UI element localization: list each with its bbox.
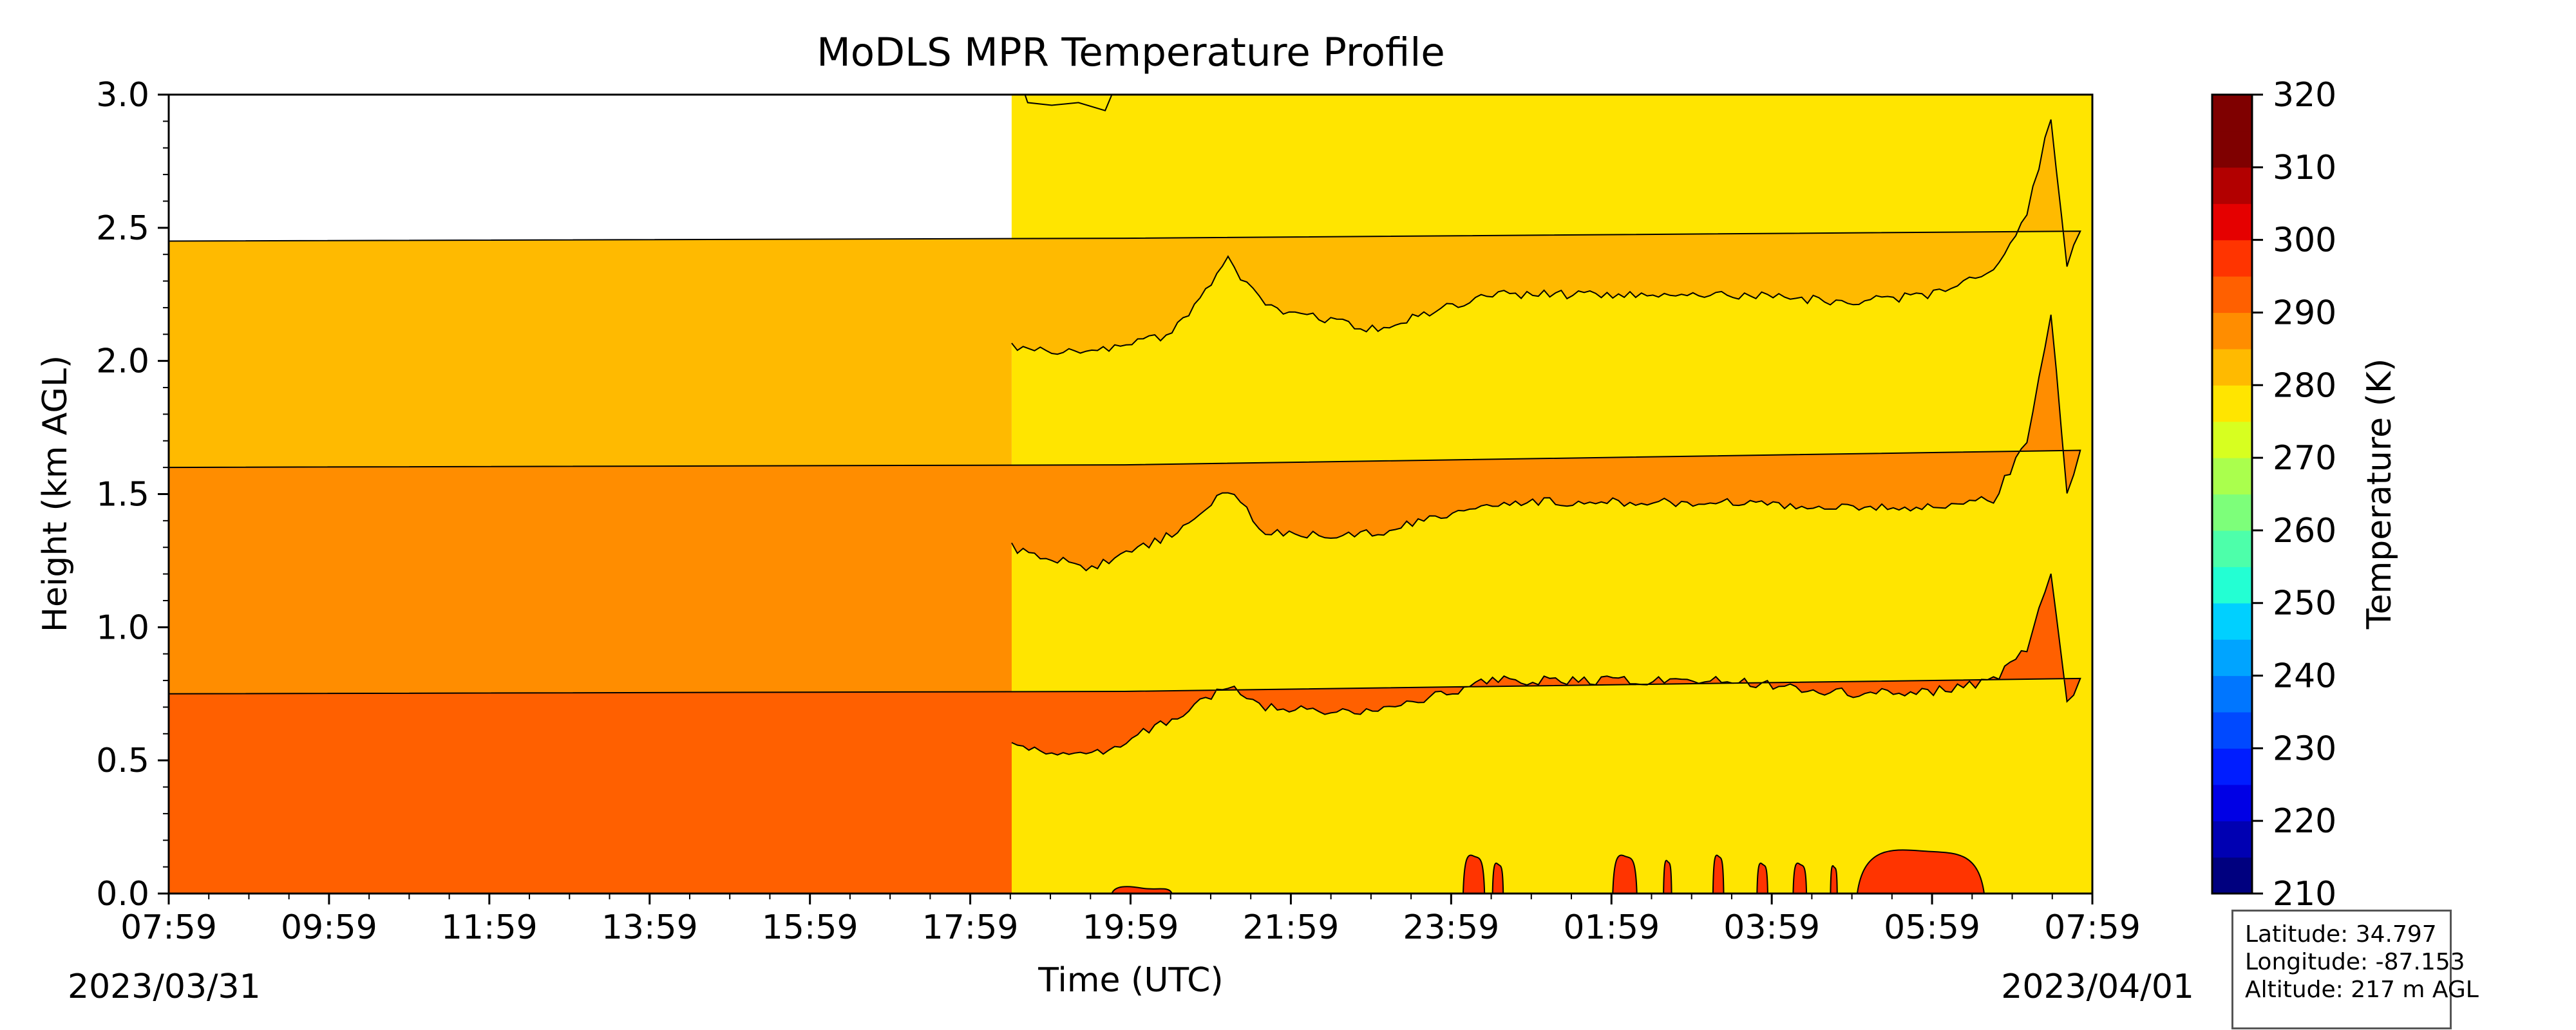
colorbar-label: Temperature (K) [2360, 359, 2399, 630]
colorbar-segment [2212, 566, 2252, 604]
colorbar-segment [2212, 494, 2252, 531]
colorbar-segment [2212, 95, 2252, 132]
x-tick-label: 17:59 [922, 908, 1019, 947]
colorbar-segment [2212, 603, 2252, 640]
colorbar-tick-label: 260 [2273, 512, 2336, 550]
x-tick-label: 09:59 [281, 908, 377, 947]
colorbar: 210 220 230 240 250 260 270 280 290 300 310 320 [2211, 76, 2336, 913]
colorbar-segment [2212, 348, 2252, 386]
colorbar-segment [2212, 312, 2252, 350]
y-tick-label: 1.5 [96, 476, 149, 514]
colorbar-tick-label: 220 [2273, 802, 2336, 841]
top-cooler-patch [1024, 95, 1113, 112]
x-tick-label: 01:59 [1563, 908, 1660, 947]
colorbar-segment [2212, 276, 2252, 314]
x-tick-label: 21:59 [1242, 908, 1339, 947]
colorbar-segment [2212, 385, 2252, 422]
colorbar-tick-label: 310 [2273, 149, 2336, 187]
colorbar-segment [2212, 458, 2252, 495]
x-tick-label: 23:59 [1403, 908, 1499, 947]
start-date-label: 2023/03/31 [68, 968, 261, 1006]
colorbar-segment [2212, 639, 2252, 677]
surface-warm-patch [1792, 862, 1808, 894]
x-tick-label: 19:59 [1083, 908, 1179, 947]
y-tick-label: 0.0 [96, 875, 149, 913]
colorbar-segment [2212, 239, 2252, 277]
chart-title: MoDLS MPR Temperature Profile [817, 30, 1445, 75]
colorbar-tick-label: 280 [2273, 366, 2336, 405]
location-info-box: Latitude: 34.797 Longitude: -87.153 Alti… [2231, 910, 2479, 1029]
colorbar-tick-label: 240 [2273, 657, 2336, 696]
isotherm-285K [169, 314, 2081, 572]
colorbar-tick-label: 210 [2273, 875, 2336, 913]
y-tick-label: 3.0 [96, 76, 149, 115]
y-axis: 0.0 0.5 1.0 1.5 2.0 2.5 3.0 [96, 76, 169, 913]
colorbar-segment [2212, 675, 2252, 713]
x-tick-label: 05:59 [1884, 908, 1980, 947]
surface-warm-patch [1492, 862, 1504, 894]
colorbar-tick-label: 320 [2273, 76, 2336, 115]
isotherm-280K [169, 119, 2081, 355]
x-axis-label: Time (UTC) [1037, 961, 1223, 1000]
surface-warm-patch [1663, 859, 1672, 894]
colorbar-tick-label: 250 [2273, 585, 2336, 623]
x-tick-label: 03:59 [1723, 908, 1820, 947]
colorbar-frame [2211, 93, 2253, 895]
y-tick-label: 0.5 [96, 742, 149, 780]
surface-warm-patch [1856, 849, 1985, 894]
colorbar-tick-label: 300 [2273, 221, 2336, 260]
x-tick-label: 07:59 [120, 908, 217, 947]
altitude-text: Altitude: 217 m AGL [2245, 977, 2479, 1003]
x-tick-label: 11:59 [441, 908, 538, 947]
y-tick-label: 1.0 [96, 608, 149, 647]
colorbar-segment [2212, 530, 2252, 567]
y-tick-label: 2.0 [96, 342, 149, 381]
contour-fill [169, 95, 2092, 894]
band-290-295 [169, 574, 2081, 894]
colorbar-segment [2212, 821, 2252, 858]
latitude-text: Latitude: 34.797 [2245, 921, 2437, 948]
colorbar-segment [2212, 131, 2252, 168]
colorbar-segment [2212, 784, 2252, 821]
longitude-text: Longitude: -87.153 [2245, 949, 2465, 975]
x-tick-label: 13:59 [601, 908, 698, 947]
colorbar-tick-label: 230 [2273, 729, 2336, 768]
colorbar-segment [2212, 748, 2252, 785]
surface-warm-patch [1830, 865, 1838, 894]
colorbar-segment [2212, 711, 2252, 749]
y-tick-label: 2.5 [96, 209, 149, 248]
surface-warm-patch [1612, 854, 1638, 894]
surface-warm-patch [1756, 862, 1768, 894]
y-axis-label: Height (km AGL) [36, 355, 75, 632]
colorbar-tick-label: 290 [2273, 294, 2336, 332]
x-axis: 07:59 09:59 11:59 13:59 15:59 17:59 19:59 21:59… [120, 894, 2141, 947]
colorbar-segment [2212, 421, 2252, 458]
x-tick-label: 07:59 [2044, 908, 2141, 947]
colorbar-tick-label: 270 [2273, 439, 2336, 478]
colorbar-segment [2212, 203, 2252, 241]
colorbar-segment [2212, 167, 2252, 204]
x-tick-label: 15:59 [762, 908, 858, 947]
surface-warm-patch [1462, 854, 1486, 894]
surface-warm-patch [1712, 854, 1725, 894]
isotherm-290K [169, 573, 2081, 756]
surface-warm-patch [1111, 886, 1173, 894]
end-date-label: 2023/04/01 [2001, 968, 2194, 1006]
colorbar-segment [2212, 857, 2252, 894]
